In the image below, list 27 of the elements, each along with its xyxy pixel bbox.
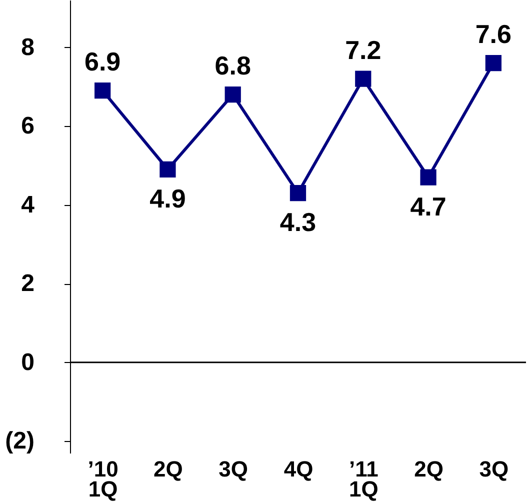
x-tick-label: 4Q: [284, 456, 314, 482]
x-tick-label: 3Q: [218, 456, 248, 482]
data-label: 6.8: [214, 50, 251, 81]
x-tick-label: ’11 1Q: [348, 456, 378, 502]
y-tick-label: 0: [21, 348, 34, 376]
data-label: 7.6: [475, 19, 512, 50]
point: [290, 184, 306, 202]
x-tick-label: ’10 1Q: [88, 456, 118, 502]
data-label: 7.2: [345, 34, 382, 65]
point: [94, 82, 111, 99]
point: [224, 86, 241, 103]
point: [485, 54, 502, 72]
x-tick-label: 2Q: [154, 456, 183, 482]
x-tick-label: 3Q: [479, 456, 509, 482]
data-label: 4.3: [280, 207, 316, 238]
y-tick-label: 6: [21, 112, 34, 140]
data-label: 6.9: [84, 46, 121, 77]
y-tick-label: 2: [21, 270, 34, 298]
y-tick-label: 8: [21, 34, 34, 61]
point: [355, 70, 372, 87]
point: [420, 169, 436, 186]
data-label: 4.9: [150, 183, 186, 214]
x-tick-label: 2Q: [414, 456, 444, 482]
y-tick-label: (2): [5, 428, 34, 455]
data-label: 4.7: [410, 191, 446, 222]
point: [160, 161, 176, 178]
y-tick-label: 4: [21, 191, 36, 218]
